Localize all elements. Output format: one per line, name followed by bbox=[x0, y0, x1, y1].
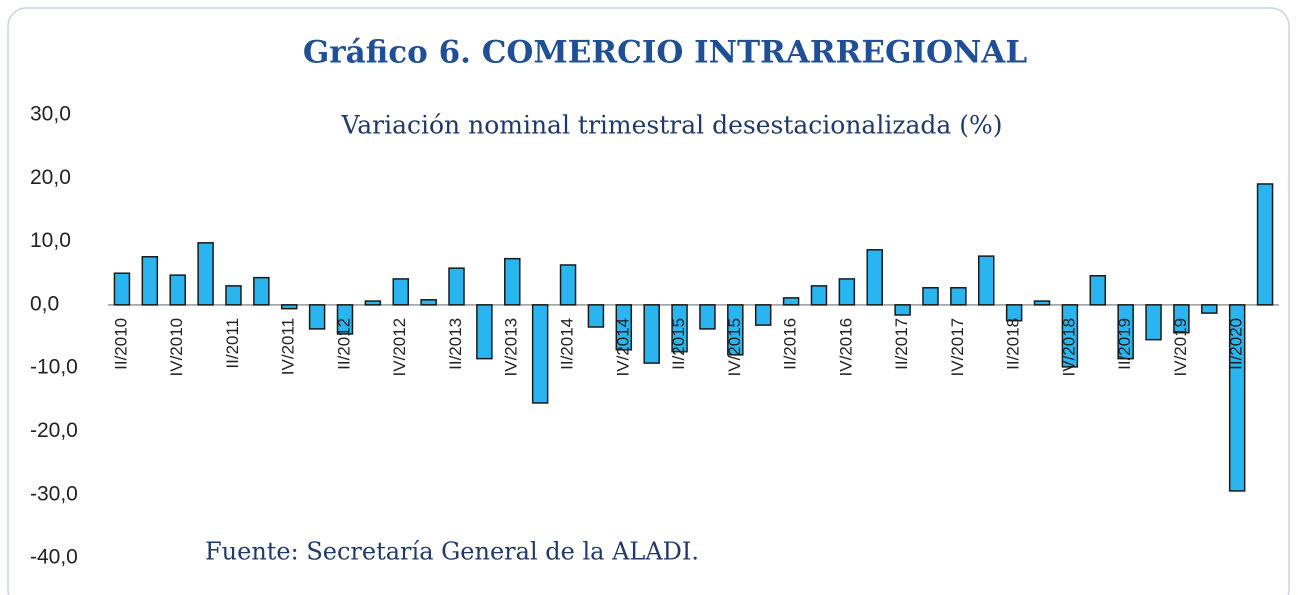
y-tick-label: -30,0 bbox=[30, 482, 78, 505]
x-tick-label: II/2010 bbox=[111, 318, 130, 370]
bar bbox=[308, 304, 326, 330]
bar bbox=[1089, 274, 1107, 306]
bar bbox=[1033, 300, 1051, 306]
y-tick-label: 0,0 bbox=[30, 292, 59, 315]
x-tick-label: IV/2011 bbox=[279, 318, 298, 375]
bar bbox=[978, 255, 995, 306]
chart-subtitle: Variación nominal trimestral desestacion… bbox=[340, 111, 1002, 140]
bar bbox=[1228, 304, 1246, 492]
x-tick-label: II/2020 bbox=[1227, 318, 1246, 370]
bar bbox=[559, 264, 577, 306]
x-tick-label: IV/2016 bbox=[836, 318, 855, 377]
bar bbox=[866, 249, 883, 306]
y-tick-label: 20,0 bbox=[30, 166, 71, 189]
x-tick-label: IV/2015 bbox=[725, 318, 744, 377]
x-tick-label: II/2013 bbox=[446, 318, 465, 370]
bar bbox=[1173, 304, 1190, 334]
bar bbox=[587, 304, 605, 328]
bar bbox=[810, 285, 828, 306]
x-tick-label: IV/2019 bbox=[1171, 318, 1190, 377]
x-tick-label: IV/2010 bbox=[167, 318, 186, 377]
bar bbox=[950, 287, 967, 306]
bar bbox=[1117, 304, 1134, 360]
y-tick-label: -20,0 bbox=[30, 419, 78, 442]
x-tick-label: II/2017 bbox=[892, 318, 911, 370]
bar bbox=[838, 278, 856, 306]
source-note: Fuente: Secretaría General de la ALADI. bbox=[205, 538, 699, 566]
x-tick-label: II/2016 bbox=[781, 318, 800, 370]
bar bbox=[754, 304, 772, 326]
bar bbox=[671, 304, 688, 353]
bar bbox=[169, 274, 186, 306]
bar bbox=[531, 304, 549, 404]
bar bbox=[197, 242, 214, 306]
bar bbox=[615, 304, 633, 351]
bar bbox=[727, 304, 744, 356]
x-tick-label: II/2014 bbox=[558, 318, 577, 370]
x-tick-label: IV/2013 bbox=[502, 318, 521, 377]
bar bbox=[392, 278, 409, 306]
bar bbox=[336, 304, 354, 335]
chart-frame bbox=[7, 7, 1290, 595]
x-tick-label: IV/2017 bbox=[948, 318, 967, 377]
y-tick-label: -10,0 bbox=[30, 356, 78, 379]
x-tick-label: II/2018 bbox=[1004, 318, 1023, 370]
x-tick-label: II/2011 bbox=[223, 318, 242, 369]
bar bbox=[1201, 304, 1218, 314]
bar bbox=[280, 304, 298, 310]
y-tick-label: 30,0 bbox=[30, 103, 71, 126]
bar bbox=[1005, 304, 1023, 322]
bar bbox=[894, 304, 911, 316]
bar bbox=[141, 256, 159, 306]
bar bbox=[643, 304, 660, 364]
bar bbox=[420, 299, 437, 306]
y-tick-label: -40,0 bbox=[30, 546, 78, 569]
bar bbox=[476, 304, 493, 360]
bar bbox=[504, 257, 521, 306]
x-tick-label: IV/2018 bbox=[1059, 318, 1078, 377]
bar bbox=[1061, 304, 1079, 368]
x-tick-label: IV/2012 bbox=[390, 318, 409, 377]
x-tick-label: II/2015 bbox=[669, 318, 688, 370]
bar bbox=[253, 276, 270, 306]
bar bbox=[782, 297, 800, 306]
bar bbox=[448, 267, 465, 306]
bar bbox=[1145, 304, 1162, 341]
bar bbox=[225, 285, 242, 306]
bar bbox=[699, 304, 716, 330]
x-tick-label: II/2019 bbox=[1115, 318, 1134, 370]
bar bbox=[113, 272, 131, 306]
x-tick-label: II/2012 bbox=[334, 318, 353, 370]
bar bbox=[364, 300, 382, 306]
bar bbox=[1256, 183, 1274, 306]
x-tick-label: IV/2014 bbox=[613, 318, 632, 377]
chart-title: Gráfico 6. COMERCIO INTRARREGIONAL bbox=[303, 35, 1028, 71]
y-tick-label: 10,0 bbox=[30, 229, 71, 252]
bar bbox=[922, 287, 939, 306]
